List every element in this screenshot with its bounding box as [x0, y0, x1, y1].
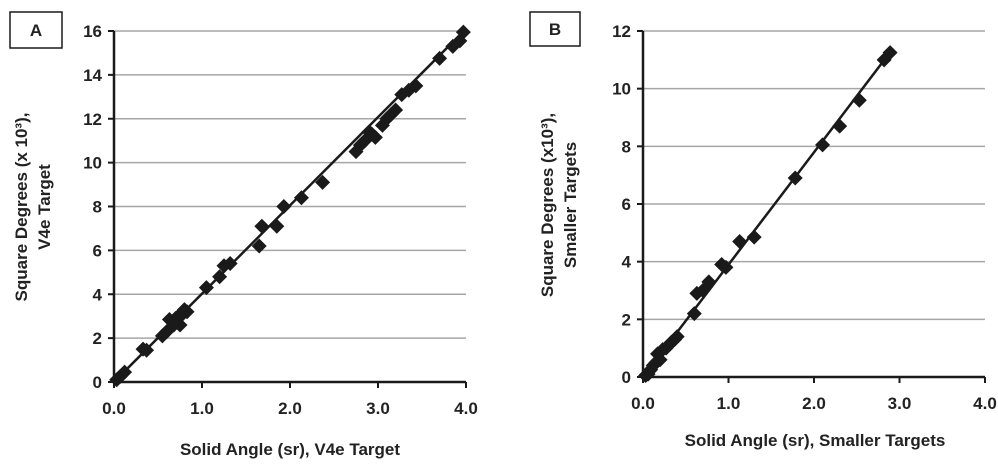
data-point-a-23: [293, 190, 309, 206]
data-point-b-6: [652, 352, 668, 368]
data-point-b-22: [815, 137, 831, 153]
fit-line-b: [642, 50, 892, 378]
data-point-a-38: [432, 50, 448, 66]
y-tick-label-a-6: 12: [83, 110, 102, 129]
data-point-b-26: [882, 45, 898, 61]
y-tick-label-b-0: 0: [622, 368, 631, 387]
y-tick-label-a-5: 10: [83, 154, 102, 173]
data-point-b-18: [718, 259, 734, 275]
points-b: [638, 45, 898, 384]
x-tick-label-b-2: 2.0: [802, 394, 826, 413]
x-tick-label-a-2: 2.0: [278, 399, 302, 418]
y-tick-label-a-1: 2: [93, 329, 102, 348]
data-point-b-20: [746, 229, 762, 245]
panel-label-a: A: [30, 21, 42, 40]
x-tick-label-a-3: 3.0: [366, 399, 390, 418]
data-point-a-2: [117, 364, 133, 380]
y-tick-label-b-1: 2: [622, 310, 631, 329]
data-point-a-20: [254, 218, 270, 234]
data-point-b-16: [701, 274, 717, 290]
x-tick-labels-a: 0.0 1.0 2.0 3.0 4.0: [102, 399, 478, 418]
data-point-a-21: [269, 218, 285, 234]
x-tick-label-b-3: 3.0: [888, 394, 912, 413]
y-tick-label-a-4: 8: [93, 198, 102, 217]
x-axis-title-b: Solid Angle (sr), Smaller Targets: [685, 431, 946, 450]
y-tick-label-b-5: 10: [612, 80, 631, 99]
data-point-a-22: [276, 199, 292, 214]
grid-lines-a: [114, 30, 466, 339]
data-point-b-12: [669, 329, 685, 345]
y-tick-label-a-3: 6: [93, 241, 102, 260]
x-tick-label-b-4: 4.0: [973, 394, 997, 413]
y-axis-title-b-line1: Square Degrees (x10³),: [538, 113, 557, 297]
data-point-b-23: [832, 118, 848, 134]
data-point-a-14: [179, 304, 195, 320]
y-tick-label-a-2: 4: [93, 285, 103, 304]
x-tick-label-a-4: 4.0: [454, 399, 478, 418]
x-tick-label-b-1: 1.0: [717, 394, 741, 413]
x-tick-labels-b: 0.0 1.0 2.0 3.0 4.0: [631, 394, 997, 413]
panel-a: 0 2 4 6 8 10 12 14 16 0.0 1.0 2.0 3.0 4.0 A Solid An…: [9, 11, 478, 459]
y-tick-label-a-7: 14: [83, 66, 102, 85]
data-point-a-15: [198, 280, 214, 296]
panel-label-box-a: [9, 11, 63, 49]
axes-a: [108, 30, 467, 388]
data-point-a-41: [455, 24, 471, 40]
x-axis-title-a: Solid Angle (sr), V4e Target: [180, 440, 400, 459]
y-tick-labels-a: 0 2 4 6 8 10 12 14 16: [83, 22, 102, 392]
y-axis-title-a-line2: V4e Target: [35, 164, 54, 250]
data-point-a-16: [212, 269, 228, 285]
x-tick-label-a-1: 1.0: [190, 399, 214, 418]
data-point-a-4: [139, 342, 155, 358]
points-a: [109, 24, 471, 388]
grid-lines-b: [643, 30, 985, 321]
y-tick-label-b-4: 8: [622, 137, 631, 156]
y-axis-title-a-line1: Square Degrees (x 10³),: [12, 113, 31, 302]
data-point-a-19: [251, 238, 267, 254]
data-point-b-24: [851, 92, 867, 108]
panel-label-box-b: [529, 11, 581, 47]
panel-b: 0 2 4 6 8 10 12 0.0 1.0 2.0 3.0 4.0 B Solid Angle …: [529, 11, 997, 450]
data-point-a-30: [367, 129, 383, 145]
axes-b: [637, 30, 986, 383]
y-tick-label-a-8: 16: [83, 22, 102, 41]
y-tick-label-b-3: 6: [622, 195, 631, 214]
data-point-a-18: [222, 256, 238, 272]
data-point-a-24: [315, 174, 331, 190]
panel-label-b: B: [549, 20, 561, 39]
y-tick-label-b-6: 12: [612, 22, 631, 41]
y-tick-label-a-0: 0: [93, 373, 102, 392]
x-tick-label-b-0: 0.0: [631, 394, 655, 413]
x-tick-label-a-0: 0.0: [102, 399, 126, 418]
data-point-a-34: [388, 102, 404, 118]
data-point-a-11: [172, 317, 188, 333]
data-point-a-37: [408, 78, 424, 94]
data-point-b-19: [732, 233, 748, 249]
y-axis-title-b-line2: Smaller Targets: [561, 142, 580, 268]
y-tick-labels-b: 0 2 4 6 8 10 12: [612, 22, 631, 387]
y-tick-label-b-2: 4: [622, 253, 632, 272]
data-point-b-21: [787, 170, 803, 186]
data-point-b-13: [686, 306, 702, 322]
